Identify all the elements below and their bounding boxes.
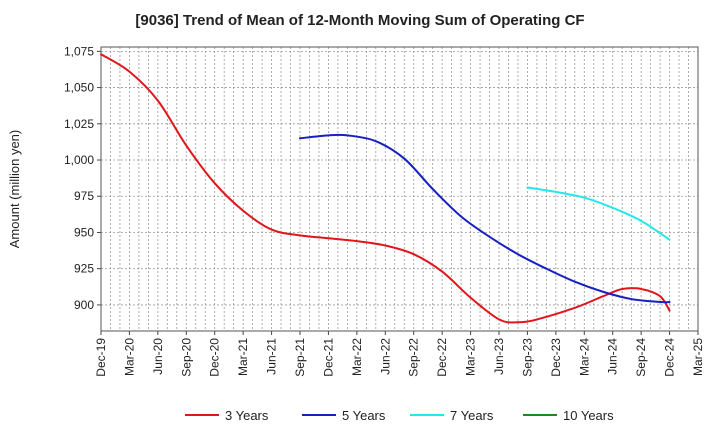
- x-tick-label: Jun-24: [606, 338, 620, 375]
- x-tick-label: Dec-20: [208, 338, 222, 377]
- x-tick-label: Mar-25: [691, 338, 705, 376]
- legend-label-3-years: 3 Years: [225, 408, 269, 423]
- y-tick-label: 1,075: [64, 44, 94, 58]
- legend-label-10-years: 10 Years: [563, 408, 614, 423]
- x-tick-label: Mar-21: [236, 338, 250, 376]
- plot-area: [101, 47, 698, 331]
- x-tick-label: Jun-23: [492, 338, 506, 375]
- x-tick-label: Dec-22: [435, 338, 449, 377]
- x-tick-label: Sep-21: [293, 338, 307, 377]
- x-tick-label: Sep-24: [634, 338, 648, 377]
- plot-border: [100, 46, 699, 332]
- x-tick-label: Mar-24: [577, 338, 591, 376]
- y-axis-label: Amount (million yen): [7, 130, 22, 249]
- series-line-7-years: [526, 186, 671, 241]
- x-tick-label: Dec-24: [663, 338, 677, 377]
- y-tick-label: 1,050: [64, 81, 94, 95]
- y-tick-label: 1,025: [64, 117, 94, 131]
- x-tick-label: Sep-23: [520, 338, 534, 377]
- x-tick-label: Dec-21: [321, 338, 335, 377]
- x-tick-label: Sep-22: [407, 338, 421, 377]
- y-tick-label: 950: [74, 225, 94, 239]
- x-tick-label: Dec-23: [549, 338, 563, 377]
- legend-label-5-years: 5 Years: [342, 408, 386, 423]
- y-tick-label: 925: [74, 262, 94, 276]
- x-tick-label: Dec-19: [94, 338, 108, 377]
- y-tick-label: 1,000: [64, 153, 94, 167]
- x-tick-label: Jun-20: [151, 338, 165, 375]
- chart-title: [9036] Trend of Mean of 12-Month Moving …: [135, 12, 585, 29]
- x-tick-label: Mar-23: [464, 338, 478, 376]
- x-tick-label: Sep-20: [179, 338, 193, 377]
- y-tick-label: 975: [74, 189, 94, 203]
- legend-label-7-years: 7 Years: [450, 408, 494, 423]
- y-tick-label: 900: [74, 298, 94, 312]
- x-tick-label: Mar-22: [350, 338, 364, 376]
- x-tick-label: Jun-21: [265, 338, 279, 375]
- x-tick-label: Mar-20: [122, 338, 136, 376]
- x-tick-label: Jun-22: [378, 338, 392, 375]
- series-line-5-years: [299, 133, 671, 304]
